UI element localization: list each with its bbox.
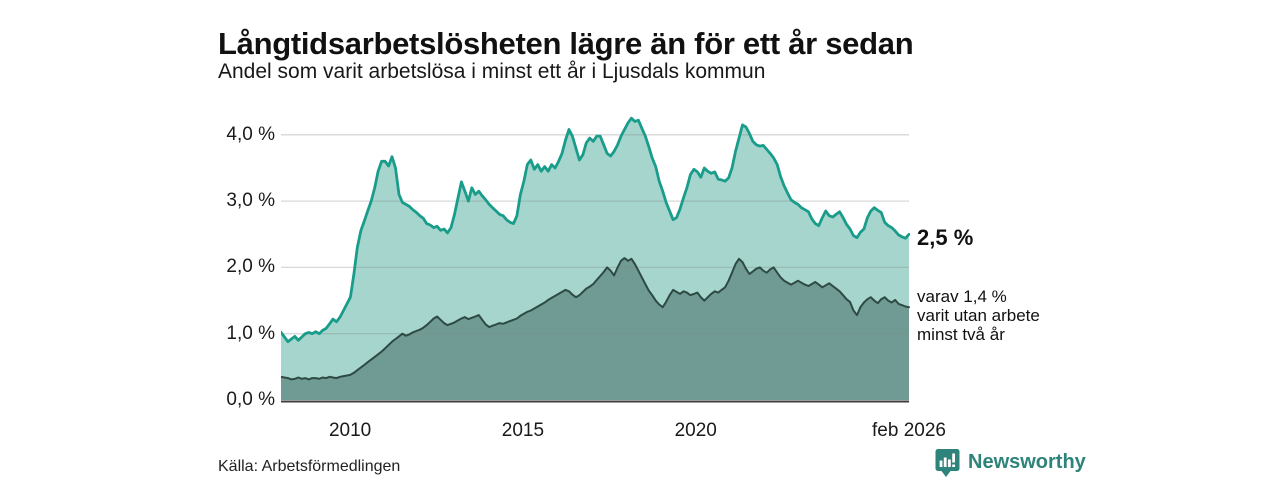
sub-annotation-line-2: varit utan arbete xyxy=(917,306,1040,325)
y-axis-tick-1: 1,0 % xyxy=(226,322,275,344)
area-chart-plot xyxy=(281,116,910,403)
x-axis-tick-2015: 2015 xyxy=(501,420,545,441)
x-axis-tick-feb-2026: feb 2026 xyxy=(872,420,946,441)
y-axis-tick-2: 2,0 % xyxy=(226,256,275,278)
chart-subtitle: Andel som varit arbetslösa i minst ett å… xyxy=(218,60,766,83)
sub-annotation-line-1: varav 1,4 % xyxy=(917,287,1007,306)
newsworthy-bar-chart-icon xyxy=(935,449,960,477)
sub-annotation-line-3: minst två år xyxy=(917,325,1005,344)
source-attribution: Källa: Arbetsförmedlingen xyxy=(218,458,401,475)
newsworthy-wordmark: Newsworthy xyxy=(968,451,1086,473)
x-axis-tick-2020: 2020 xyxy=(674,420,717,441)
x-axis-tick-2010: 2010 xyxy=(328,420,372,441)
y-axis-tick-4: 4,0 % xyxy=(226,123,275,145)
y-axis-tick-3: 3,0 % xyxy=(226,190,275,212)
sub-series-annotation: varav 1,4 % varit utan arbete minst två … xyxy=(917,287,1040,344)
end-value-annotation: 2,5 % xyxy=(917,225,974,250)
page-title: Långtidsarbetslösheten lägre än för ett … xyxy=(218,25,914,61)
y-axis-tick-0: 0,0 % xyxy=(226,389,275,410)
newsworthy-logo: Newsworthy xyxy=(935,448,1086,478)
